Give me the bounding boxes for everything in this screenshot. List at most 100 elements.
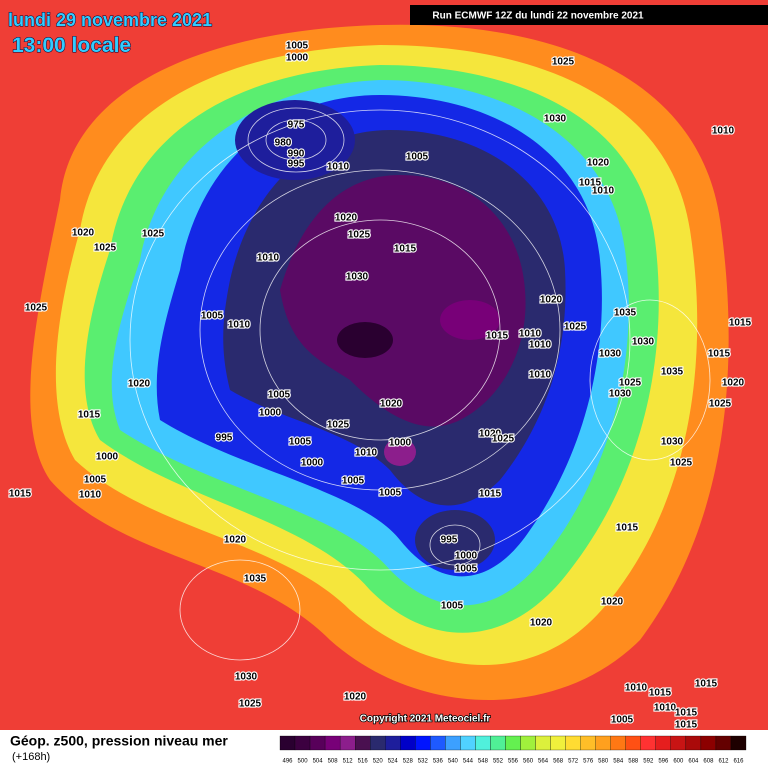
footer-lead: (+168h) [12,751,50,763]
colorbar-label: 544 [463,759,474,765]
colorbar-swatch [445,735,461,751]
isobar-label: 1010 [529,340,552,351]
colorbar-label: 524 [388,759,399,765]
colorbar-label: 520 [373,759,384,765]
colorbar-label: 580 [598,759,609,765]
isobar-label: 1025 [239,699,262,710]
map-title: lundi 29 novembre 2021 [8,10,212,30]
isobar-label: 1025 [552,57,575,68]
colorbar-label: 556 [508,759,519,765]
colorbar-label: 600 [673,759,684,765]
colorbar-swatch [610,735,626,751]
isobar-label: 1030 [235,672,258,683]
isobar-label: 1020 [344,692,367,703]
isobar-label: 1010 [529,370,552,381]
isobar-label: 980 [275,138,292,149]
isobar-label: 975 [288,120,305,131]
isobar-label: 995 [216,433,233,444]
isobar-label: 1000 [96,452,119,463]
isobar-label: 1025 [619,378,642,389]
isobar-label: 1030 [632,337,655,348]
colorbar-label: 528 [403,759,414,765]
isobar-label: 1015 [695,679,718,690]
isobar-label: 1005 [611,715,634,726]
colorbar-swatch [355,735,371,751]
isobar-label: 1005 [441,601,464,612]
colorbar-label: 576 [583,759,594,765]
isobar-label: 1020 [72,228,95,239]
isobar-label: 1005 [268,390,291,401]
colorbar-swatch [294,735,311,751]
isobar-label: 1020 [722,378,745,389]
map-field [0,0,768,730]
isobar-label: 1020 [530,618,553,629]
run-info: Run ECMWF 12Z du lundi 22 novembre 2021 [432,11,644,22]
colorbar: 496 500 504 508 512 516 520 524 528 532 536 540 544 5… [279,735,747,765]
colorbar-label: 504 [313,759,324,765]
isobar-label: 1025 [142,229,165,240]
isobar-label: 1005 [286,41,309,52]
colorbar-label: 572 [568,759,579,765]
isobar-label: 1005 [289,437,312,448]
isobar-label: 1020 [335,213,358,224]
isobar-label: 1005 [342,476,365,487]
isobar-label: 1010 [79,490,102,501]
colorbar-swatch [430,735,446,751]
isobar-label: 1025 [564,322,587,333]
colorbar-label: 496 [283,759,294,765]
isobar-label: 1025 [327,420,350,431]
isobar-label: 1035 [614,308,637,319]
isobar-label: 1000 [301,458,324,469]
isobar-label: 1015 [675,720,698,731]
isobar-label: 1005 [379,488,402,499]
colorbar-swatch [339,735,356,751]
colorbar-label: 540 [448,759,459,765]
isobar-label: 1005 [201,311,224,322]
colorbar-swatch [490,735,506,751]
colorbar-swatch [370,735,386,751]
colorbar-swatch [505,735,521,751]
isobar-label: 1005 [406,152,429,163]
isobar-label: 1000 [455,551,478,562]
isobar-label: 1025 [94,243,117,254]
isobar-label: 1025 [25,303,48,314]
isobar-label: 1015 [486,331,509,342]
colorbar-label: 564 [538,759,549,765]
isobar-label: 1010 [592,186,615,197]
isobar-label: 1030 [599,349,622,360]
colorbar-swatch [415,735,431,751]
colorbar-swatch [460,735,476,751]
isobar-label: 1000 [389,438,412,449]
isobar-label: 1020 [540,295,563,306]
isobar-label: 1020 [224,535,247,546]
colorbar-swatch [685,735,702,751]
colorbar-swatch [670,735,687,751]
isobar-label: 1035 [661,367,684,378]
colorbar-label: 512 [343,759,354,765]
isobar-label: 1010 [519,329,542,340]
isobar-label: 1030 [609,389,632,400]
colorbar-swatch [324,735,341,751]
colorbar-swatch [279,735,296,751]
isobar-label: 1015 [708,349,731,360]
colorbar-label: 532 [418,759,429,765]
isobar-label: 1025 [492,434,515,445]
colorbar-swatch [715,735,732,751]
isobar-label: 1015 [616,523,639,534]
colorbar-label: 536 [433,759,444,765]
isobar-label: 1000 [259,408,282,419]
colorbar-label: 588 [628,759,639,765]
colorbar-label: 508 [328,759,339,765]
isobar-label: 1015 [649,688,672,699]
colorbar-swatch [520,735,536,751]
isobar-label: 1005 [84,475,107,486]
isobar-label: 995 [441,535,458,546]
colorbar-label: 608 [703,759,714,765]
isobar-label: 1035 [244,574,267,585]
colorbar-swatch [535,735,551,751]
colorbar-swatch [550,735,566,751]
colorbar-swatch [700,735,717,751]
map-subtitle: 13:00 locale [12,34,131,57]
isobar-label: 1010 [654,703,677,714]
